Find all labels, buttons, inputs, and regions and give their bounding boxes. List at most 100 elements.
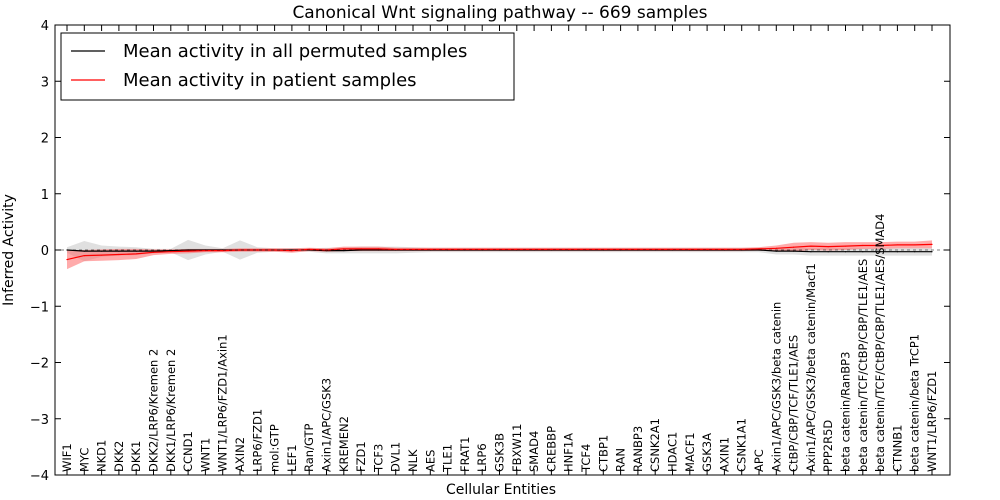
- category-label: WIF1: [60, 443, 74, 472]
- category-label: DKK2/LRP6/Kremen 2: [147, 349, 161, 472]
- category-label: WNT1: [198, 438, 212, 472]
- legend: Mean activity in all permuted samples Me…: [60, 32, 515, 101]
- point-patient: [343, 248, 345, 250]
- point-patient: [395, 248, 397, 251]
- point-permuted: [879, 251, 881, 253]
- category-label: beta catenin/RanBP3: [839, 352, 853, 472]
- point-patient: [118, 253, 120, 256]
- point-patient: [152, 251, 155, 253]
- point-patient: [931, 243, 933, 245]
- point-patient: [810, 245, 812, 247]
- category-label: HDAC1: [666, 432, 680, 472]
- category-label: KREMEN2: [337, 416, 351, 472]
- point-permuted: [101, 250, 103, 252]
- point-patient: [671, 248, 674, 251]
- category-label: AXIN1: [717, 437, 731, 472]
- category-label: beta catenin/TCF/CtBP/CBP/TLE1/AES: [856, 259, 870, 472]
- category-label: SMAD4: [527, 431, 541, 472]
- ytick-label: 4: [41, 19, 49, 34]
- x-axis-label: Cellular Entities: [446, 482, 556, 498]
- point-patient: [66, 258, 68, 261]
- category-label: TLE1: [441, 444, 455, 473]
- category-label: AXIN2: [233, 437, 247, 472]
- category-label: APC: [752, 449, 766, 472]
- point-patient: [723, 248, 726, 251]
- point-permuted: [377, 249, 379, 251]
- category-label: beta catenin/beta TrCP1: [908, 334, 922, 472]
- point-permuted: [793, 250, 795, 252]
- category-label: FZD1: [354, 441, 368, 472]
- point-patient: [360, 248, 362, 250]
- point-patient: [689, 248, 691, 251]
- category-label: Ran/GTP: [302, 424, 316, 472]
- ytick-label: −4: [30, 469, 49, 484]
- point-patient: [827, 246, 829, 248]
- point-permuted: [914, 251, 916, 253]
- category-label: DKK1: [129, 441, 143, 472]
- point-permuted: [810, 251, 812, 253]
- category-label: LRP6/FZD1: [250, 409, 264, 472]
- point-patient: [775, 247, 777, 249]
- category-label: DKK2: [112, 441, 126, 472]
- category-label: FRAT1: [458, 437, 472, 472]
- category-label: WNT1/LRP6/FZD1: [925, 371, 939, 472]
- category-label: RAN: [614, 448, 628, 472]
- point-patient: [377, 248, 379, 250]
- ytick-label: 1: [41, 188, 49, 203]
- point-permuted: [152, 250, 155, 252]
- category-label: PPP2R5D: [821, 420, 835, 472]
- point-permuted: [896, 251, 899, 253]
- point-permuted: [135, 250, 137, 252]
- point-permuted: [83, 250, 85, 252]
- point-patient: [412, 248, 414, 251]
- category-label: FBXW11: [510, 424, 524, 472]
- category-label: NLK: [406, 449, 420, 472]
- point-patient: [550, 248, 553, 251]
- x-tick-labels: WIF1 MYC NKD1 DKK2 DKK1 DKK2/LRP6/Kremen 2 DKK…: [60, 214, 939, 473]
- point-permuted: [862, 251, 864, 253]
- ytick-label: −1: [30, 300, 49, 315]
- point-permuted: [775, 250, 777, 252]
- point-patient: [135, 253, 137, 255]
- point-patient: [568, 248, 570, 251]
- category-label: AES: [423, 450, 437, 472]
- band-patient: [67, 240, 932, 270]
- category-label: CCND1: [181, 431, 195, 472]
- legend-label-patient: Mean activity in patient samples: [123, 70, 417, 91]
- point-patient: [914, 244, 916, 246]
- category-label: GSK3B: [493, 433, 507, 472]
- ytick-label: 2: [41, 132, 49, 147]
- chart-title: Canonical Wnt signaling pathway -- 669 s…: [292, 3, 707, 23]
- category-label: LEF1: [285, 444, 299, 472]
- category-label: CTNNB1: [890, 425, 904, 472]
- point-patient: [101, 254, 103, 256]
- category-label: CREBBP: [544, 426, 558, 472]
- ytick-label: −3: [30, 413, 49, 428]
- point-permuted: [844, 251, 847, 253]
- point-patient: [879, 244, 881, 247]
- category-label: CtBP/CBP/TCF/TLE1/AES: [787, 335, 801, 472]
- category-label: HNF1A: [562, 433, 576, 472]
- ytick-label: −2: [30, 357, 49, 372]
- category-label: NKD1: [95, 440, 109, 472]
- category-label: WNT1/LRP6/FZD1/Axin1: [216, 334, 230, 472]
- point-patient: [83, 255, 85, 257]
- category-label: CSNK2A1: [648, 418, 662, 472]
- y-axis-label: Inferred Activity: [1, 194, 17, 306]
- legend-label-permuted: Mean activity in all permuted samples: [123, 41, 467, 62]
- point-patient: [222, 249, 224, 252]
- point-permuted: [931, 251, 933, 253]
- plot-frame: [54, 24, 951, 476]
- point-patient: [844, 245, 847, 247]
- point-patient: [896, 244, 899, 246]
- category-label: DKK1/LRP6/Kremen 2: [164, 349, 178, 472]
- point-patient: [793, 246, 795, 248]
- point-patient: [758, 248, 760, 250]
- point-patient: [256, 249, 258, 251]
- category-label: mol:GTP: [268, 424, 282, 472]
- category-label: TCF3: [371, 444, 385, 473]
- ytick-label: 3: [41, 75, 49, 90]
- category-label: TCF4: [579, 444, 593, 473]
- category-label: MYC: [77, 448, 91, 472]
- point-permuted: [118, 250, 120, 252]
